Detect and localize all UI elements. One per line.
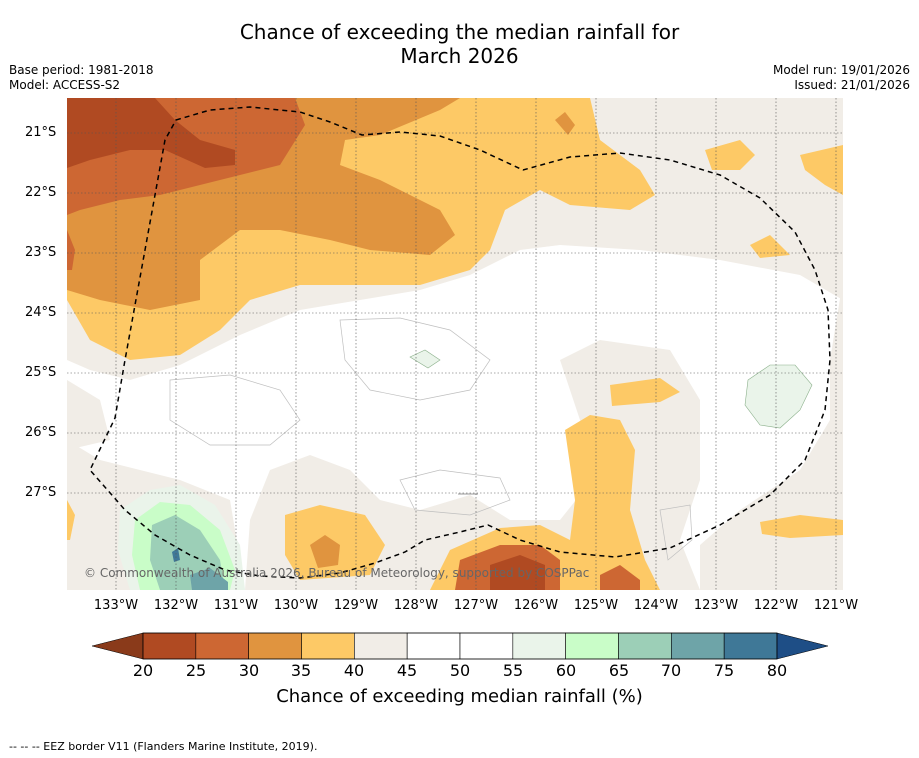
lon-label-129w: 129°W [333,598,379,613]
band-40-45-west [67,380,110,450]
band-35-40-east-blob [705,140,755,170]
band-20-25-south [490,555,545,590]
lon-label-124w: 124°W [633,598,679,613]
band-55-60-center [409,349,441,369]
colorbar-box [565,632,619,660]
colorbar-box [618,632,672,660]
eez-footer-note: -- -- -- EEZ border V11 (Flanders Marine… [9,740,318,753]
lon-label-126w: 126°W [513,598,559,613]
band-30-35-small [555,112,575,135]
band-35-40-east-small [750,235,790,258]
band-35-40-east-edge [800,145,843,195]
band-35-40-east-south [760,515,843,538]
lat-label-23s: 23°S [25,245,57,260]
colorbar-under-arrow [91,632,144,660]
lon-label-133w: 133°W [93,598,139,613]
lon-label-130w: 130°W [273,598,319,613]
colorbar-tick-20: 20 [132,661,154,680]
band-35-40-center [610,378,680,406]
colorbar-box [723,632,778,660]
colorbar-box [195,632,249,660]
lat-label-24s: 24°S [25,305,57,320]
meta-left: Base period: 1981-2018 Model: ACCESS-S2 [9,63,154,93]
model-run: Model run: 19/01/2026 [772,63,910,77]
lon-label-131w: 131°W [213,598,259,613]
lat-label-22s: 22°S [25,185,57,200]
contour-lines [169,317,693,561]
lon-label-122w: 122°W [753,598,799,613]
colorbar-tick-60: 60 [555,661,577,680]
colorbar-tick-65: 65 [608,661,630,680]
lon-label-125w: 125°W [573,598,619,613]
base-period: Base period: 1981-2018 [9,63,154,77]
gridlines [67,98,843,590]
rainfall-field [67,98,843,590]
colorbar-tick-80: 80 [766,661,788,680]
lat-label-26s: 26°S [25,425,57,440]
lat-label-27s: 27°S [25,485,57,500]
band-40-45-right [700,280,843,590]
lon-label-127w: 127°W [453,598,499,613]
title-line-1: Chance of exceeding the median rainfall … [239,20,680,44]
colorbar-boxes [142,632,778,660]
lon-label-121w: 121°W [813,598,859,613]
colorbar [91,632,829,660]
colorbar-box [512,632,566,660]
issued-date: Issued: 21/01/2026 [794,78,910,92]
band-35-40-west-edge [67,500,75,540]
band-25-30-south-east [600,565,640,590]
colorbar-box [354,632,408,660]
colorbar-tick-55: 55 [502,661,524,680]
band-75-80-sw [172,548,180,562]
colorbar-tick-30: 30 [238,661,260,680]
band-30-35-sw [310,535,340,568]
eez-border [89,106,831,579]
band-70-75-sw [190,568,228,590]
colorbar-tick-75: 75 [713,661,735,680]
band-25-30-west [67,230,75,270]
colorbar-tick-70: 70 [660,661,682,680]
colorbar-box [301,632,355,660]
colorbar-over-arrow [776,632,829,660]
colorbar-tick-45: 45 [396,661,418,680]
band-35-40-south-plume [430,415,660,590]
colorbar-tick-40: 40 [343,661,365,680]
colorbar-box [406,632,461,660]
colorbar-box [459,632,514,660]
colorbar-box [671,632,725,660]
colorbar-tick-35: 35 [290,661,312,680]
colorbar-tick-25: 25 [185,661,207,680]
lon-label-123w: 123°W [693,598,739,613]
title-line-2: March 2026 [400,44,519,68]
lat-label-25s: 25°S [25,365,57,380]
model-name: Model: ACCESS-S2 [9,78,121,92]
copyright-notice: © Commonwealth of Australia 2026, Bureau… [84,566,590,580]
colorbar-title: Chance of exceeding median rainfall (%) [276,686,643,707]
lat-label-21s: 21°S [25,125,57,140]
colorbar-box [248,632,302,660]
colorbar-tick-50: 50 [449,661,471,680]
meta-right: Model run: 19/01/2026 Issued: 21/01/2026 [773,63,910,93]
colorbar-frame [142,632,778,660]
lon-label-128w: 128°W [393,598,439,613]
band-55-60-east [744,364,813,429]
map-title: Chance of exceeding the median rainfall … [0,20,919,68]
colorbar-box [142,632,197,660]
lon-label-132w: 132°W [153,598,199,613]
